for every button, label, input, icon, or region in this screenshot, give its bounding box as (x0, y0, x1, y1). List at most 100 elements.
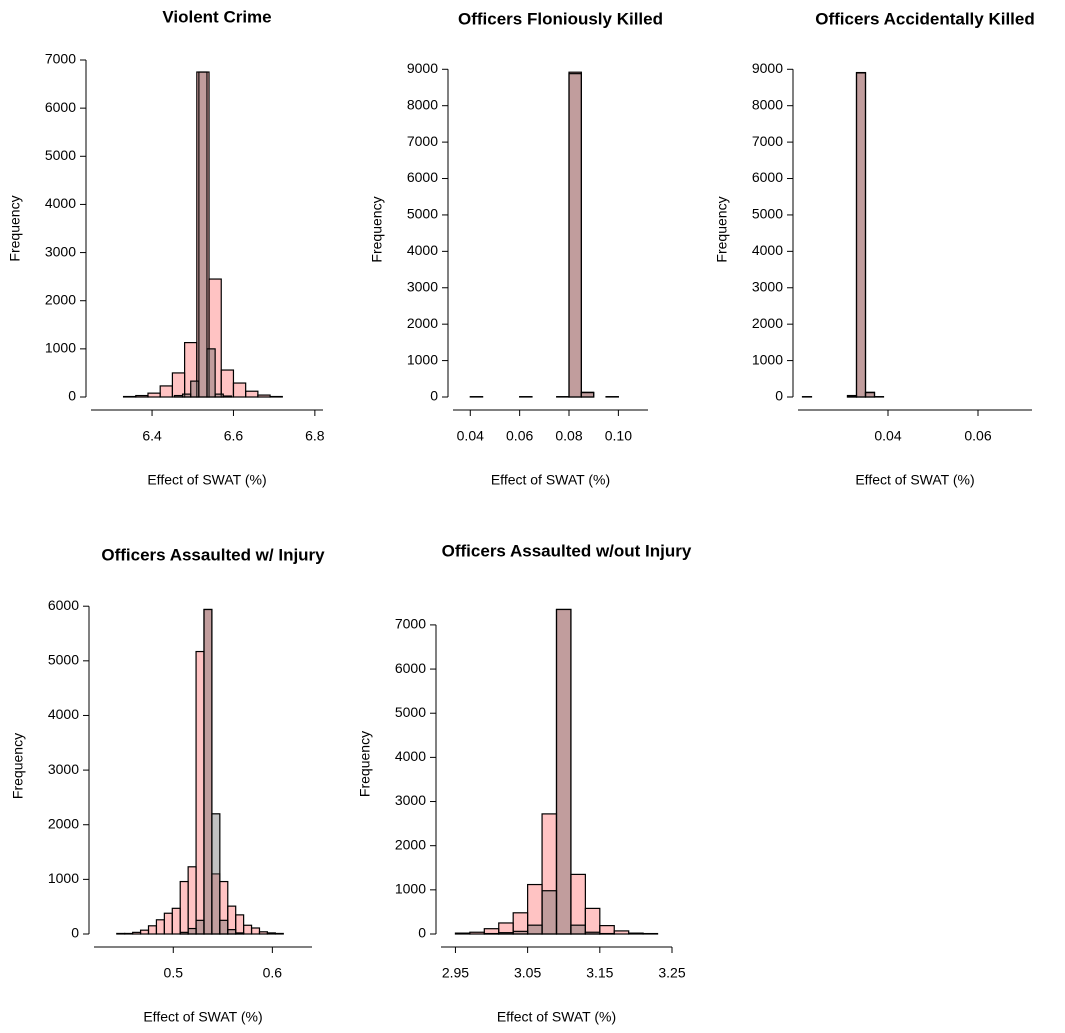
y-tick-label: 6000 (407, 169, 438, 185)
y-axis-label: Frequency (714, 196, 730, 262)
y-tick-label: 5000 (752, 206, 783, 222)
y-tick-label: 1000 (48, 870, 79, 886)
histogram-bar (211, 813, 221, 935)
histogram-bar (222, 395, 233, 398)
histogram-bar (235, 932, 245, 935)
x-tick-label: 0.06 (506, 428, 533, 444)
histogram-bar (147, 392, 161, 398)
histogram-bar (190, 380, 200, 398)
histogram-bar (568, 73, 582, 398)
panel-title: Officers Floniously Killed (458, 9, 663, 28)
histogram-bar (203, 608, 213, 935)
histogram-bar (250, 927, 261, 935)
histogram-bar (245, 390, 259, 398)
y-tick-label: 0 (71, 925, 79, 941)
histogram-bar (498, 932, 514, 935)
histogram-bar (116, 932, 126, 935)
x-tick-label: 0.04 (457, 428, 484, 444)
histogram-bar (846, 395, 858, 398)
histogram-bar (258, 931, 269, 935)
y-tick-label: 6000 (48, 597, 79, 613)
histogram-bar (454, 932, 471, 935)
histogram-bar (195, 650, 205, 935)
histogram-bar (274, 932, 284, 935)
histogram-bar (179, 880, 189, 935)
histogram-bar (227, 929, 237, 935)
histogram-bar (195, 919, 205, 935)
histogram-bar (628, 932, 644, 935)
y-tick-label: 5000 (45, 147, 76, 163)
y-tick-label: 6000 (45, 99, 76, 115)
histogram-bar (584, 931, 601, 935)
histogram-bar (219, 919, 229, 935)
histogram-bar (855, 72, 867, 398)
y-tick-label: 4000 (48, 706, 79, 722)
y-tick-label: 3000 (752, 278, 783, 294)
histogram-bar (163, 912, 173, 935)
histogram-bar (155, 919, 165, 935)
y-tick-label: 4000 (407, 242, 438, 258)
y-tick-label: 1000 (752, 351, 783, 367)
y-tick-label: 2000 (752, 315, 783, 331)
y-tick-label: 0 (775, 388, 783, 404)
x-tick-label: 0.08 (555, 428, 582, 444)
y-tick-label: 1000 (45, 340, 76, 356)
histogram-bar (266, 932, 276, 935)
y-tick-label: 8000 (752, 96, 783, 112)
histogram-bar (469, 931, 485, 935)
histogram-bar (599, 925, 615, 935)
y-tick-label: 6000 (752, 169, 783, 185)
y-tick-label: 5000 (407, 206, 438, 222)
histogram-bar (584, 907, 601, 935)
y-tick-label: 9000 (407, 60, 438, 76)
histogram-bar (171, 372, 186, 398)
x-axis-label: Effect of SWAT (%) (491, 472, 610, 488)
x-tick-label: 0.06 (964, 428, 991, 444)
histogram-bar (541, 890, 558, 935)
y-tick-label: 4000 (395, 748, 426, 764)
panel-title: Officers Assaulted w/ Injury (101, 545, 325, 564)
y-tick-label: 3000 (407, 278, 438, 294)
histogram-bar (257, 394, 271, 398)
y-tick-label: 3000 (45, 243, 76, 259)
histogram-bar (613, 930, 630, 935)
histogram-bar (124, 932, 134, 935)
histogram-bar (527, 924, 543, 935)
histogram-bar (179, 931, 189, 935)
x-tick-label: 0.6 (263, 965, 283, 981)
panel-title: Violent Crime (162, 7, 271, 26)
x-tick-label: 6.4 (142, 428, 162, 444)
y-tick-label: 3000 (48, 761, 79, 777)
y-tick-label: 6000 (395, 660, 426, 676)
histogram-bar (173, 394, 184, 398)
x-tick-label: 0.10 (605, 428, 632, 444)
y-tick-label: 7000 (395, 616, 426, 632)
y-tick-label: 3000 (395, 792, 426, 808)
x-tick-label: 0.5 (164, 965, 184, 981)
x-tick-label: 6.6 (224, 428, 244, 444)
y-tick-label: 2000 (395, 836, 426, 852)
y-tick-label: 8000 (407, 96, 438, 112)
histogram-bar (135, 394, 149, 398)
histogram-bar (159, 385, 174, 398)
histogram-bar (570, 924, 586, 935)
y-tick-label: 7000 (45, 51, 76, 67)
y-axis-label: Frequency (369, 196, 385, 262)
y-tick-label: 4000 (45, 195, 76, 211)
histogram-bar (147, 925, 158, 935)
x-tick-label: 3.05 (514, 965, 541, 981)
histogram-bar (206, 348, 216, 398)
histogram-bar (198, 71, 208, 398)
y-tick-label: 1000 (395, 881, 426, 897)
x-axis-label: Effect of SWAT (%) (497, 1009, 616, 1025)
x-tick-label: 0.04 (874, 428, 901, 444)
y-tick-label: 0 (430, 388, 438, 404)
y-axis-label: Frequency (7, 195, 23, 261)
histogram-bar (214, 393, 224, 398)
y-tick-label: 5000 (48, 652, 79, 668)
x-axis-label: Effect of SWAT (%) (143, 1009, 262, 1025)
x-axis-label: Effect of SWAT (%) (147, 472, 266, 488)
y-tick-label: 7000 (407, 133, 438, 149)
histogram-bar (187, 866, 197, 935)
y-tick-label: 5000 (395, 704, 426, 720)
